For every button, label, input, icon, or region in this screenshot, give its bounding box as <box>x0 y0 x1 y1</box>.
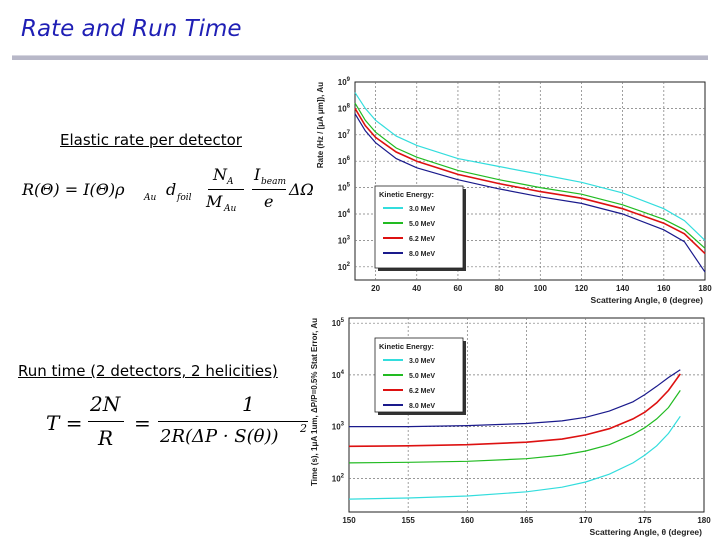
legend-label: 3.0 MeV <box>409 358 435 365</box>
series-line-8-0-MeV <box>354 113 706 273</box>
legend-label: 5.0 MeV <box>409 373 435 380</box>
y-tick-label: 103 <box>332 422 345 432</box>
x-tick-label: 180 <box>697 516 711 525</box>
y-tick-label: 102 <box>332 473 345 483</box>
x-tick-label: 160 <box>461 516 475 525</box>
x-tick-label: 20 <box>371 284 380 293</box>
time-eq-f1-den: R <box>98 426 114 450</box>
x-tick-label: 120 <box>575 284 589 293</box>
legend-label: 6.2 MeV <box>409 236 435 243</box>
y-axis-label: Time (s), 1μA 1um, ΔP/P=0.5% Stat Error,… <box>310 318 319 486</box>
legend-label: 5.0 MeV <box>409 221 435 228</box>
legend-label: 8.0 MeV <box>409 251 435 258</box>
x-tick-label: 40 <box>412 284 421 293</box>
rate-eq-frac2-den: e <box>264 192 274 211</box>
time-eq-f2-den-exp: 2 <box>300 422 307 435</box>
rate-label: Elastic rate per detector <box>60 131 242 149</box>
title-divider <box>12 55 708 60</box>
rate-eq-frac1-num-sub: A <box>227 177 234 187</box>
rate-eq-frac2-bar <box>252 189 286 190</box>
rate-eq-lhs: R(Θ) = I(Θ)ρ <box>22 180 125 199</box>
run-time-chart: 150 155 160 165 170 175 180 102 103 104 105 Scatter… <box>310 317 711 537</box>
slide-title: Rate and Run Time <box>21 16 242 42</box>
rate-eq-frac2-num-sub: beam <box>261 177 286 187</box>
series-line-8-0-MeV <box>349 369 681 428</box>
y-tick-label: 108 <box>338 103 351 113</box>
rate-eq-frac1-den-sub: Au <box>224 204 237 214</box>
y-tick-label: 107 <box>338 130 351 140</box>
y-tick-label: 104 <box>338 209 351 219</box>
x-tick-label: 180 <box>698 284 712 293</box>
legend-title: Kinetic Energy: <box>379 190 434 199</box>
series-line-3-0-MeV <box>354 92 706 241</box>
x-tick-label: 175 <box>638 516 652 525</box>
plot-frame <box>354 81 706 281</box>
rate-eq-frac1-num: N <box>213 165 227 184</box>
x-tick-label: 60 <box>453 284 462 293</box>
y-tick-label: 105 <box>338 183 351 193</box>
x-tick-label: 170 <box>579 516 593 525</box>
y-tick-label: 103 <box>338 235 351 245</box>
rate-eq-frac2-num: I <box>254 165 261 184</box>
series-line-6-2-MeV <box>354 107 706 255</box>
rate-eq-d-sub: foil <box>177 193 192 203</box>
time-eq-f2-den: 2R(ΔP · S(θ)) <box>160 426 279 447</box>
legend-label: 6.2 MeV <box>409 388 435 395</box>
time-eq-lhs: T = <box>46 411 83 435</box>
x-tick-label: 165 <box>520 516 534 525</box>
legend-label: 8.0 MeV <box>409 403 435 410</box>
x-tick-label: 100 <box>534 284 548 293</box>
rate-chart: 20 40 60 80 100 120 140 160 180 102 103 104 105 106 10… <box>316 77 712 305</box>
x-tick-label: 155 <box>401 516 415 525</box>
series-line-5-0-MeV <box>348 390 681 464</box>
run-time-equation: T = 2N R = 1 2R(ΔP · S(θ)) 2 <box>46 392 308 462</box>
y-tick-label: 104 <box>332 370 345 380</box>
x-tick-label: 80 <box>495 284 504 293</box>
y-tick-label: 105 <box>332 318 345 328</box>
rate-eq-frac1-bar <box>208 189 244 190</box>
series-line-6-2-MeV <box>348 373 681 448</box>
y-tick-label: 106 <box>338 156 351 166</box>
x-tick-label: 140 <box>616 284 630 293</box>
series-line-5-0-MeV <box>354 102 706 249</box>
y-axis-label: Rate (Hz / [μA μm]), Au <box>316 82 325 168</box>
legend-label: 3.0 MeV <box>409 206 435 213</box>
rate-eq-rho-sub: Au <box>144 193 157 203</box>
time-eq-equals: = <box>134 411 151 435</box>
x-tick-label: 160 <box>657 284 671 293</box>
rate-eq-d: d <box>166 180 177 199</box>
rate-eq-tail: ΔΩ <box>289 180 314 199</box>
x-axis-label: Scattering Angle, θ (degree) <box>591 295 704 305</box>
time-eq-f1-bar <box>88 421 124 422</box>
time-eq-f1-num: 2N <box>90 392 121 416</box>
time-eq-f2-num: 1 <box>242 392 255 416</box>
series-line-3-0-MeV <box>348 415 681 500</box>
x-axis-label: Scattering Angle, θ (degree) <box>590 527 703 537</box>
rate-equation: R(Θ) = I(Θ)ρ Au d foil N A M Au I beam e… <box>22 165 314 225</box>
legend-box <box>374 185 464 269</box>
y-tick-label: 109 <box>338 77 351 87</box>
run-time-label: Run time (2 detectors, 2 helicities) <box>18 362 278 380</box>
legend-title: Kinetic Energy: <box>379 342 434 351</box>
y-tick-label: 102 <box>338 262 351 272</box>
rate-eq-frac1-den: M <box>206 192 223 211</box>
time-eq-f2-bar <box>158 421 308 422</box>
x-tick-label: 150 <box>342 516 356 525</box>
